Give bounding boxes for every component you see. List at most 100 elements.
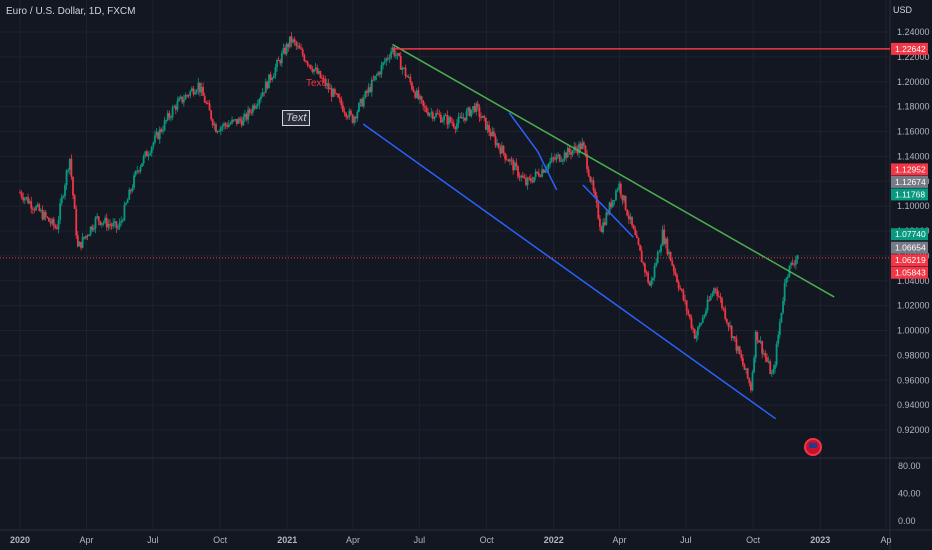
candle-body (574, 146, 577, 149)
candle-body (733, 336, 736, 339)
candle-body (287, 43, 290, 48)
candle-body (541, 169, 543, 177)
candle-body (505, 159, 508, 161)
y-tick-label: 1.02000 (897, 301, 930, 311)
candle-body (648, 282, 651, 286)
candle-body (293, 39, 296, 43)
candle-body (211, 119, 214, 126)
candle-body (337, 93, 339, 98)
candle-body (517, 166, 519, 177)
candle-body (25, 197, 28, 199)
candle-body (155, 132, 158, 136)
price-label-text: 1.11768 (895, 189, 925, 199)
candle-body (266, 81, 269, 89)
candle-body (748, 378, 751, 384)
candle-body (215, 124, 217, 133)
trendline-support (362, 123, 777, 420)
trendline-leg-2 (537, 151, 558, 191)
candle-body (78, 241, 81, 247)
candle-body (629, 216, 632, 220)
candle-body (390, 51, 392, 58)
candle-body (210, 110, 213, 120)
candle-body (652, 277, 654, 281)
x-tick-label: Apr (612, 535, 626, 545)
candle-body (476, 103, 479, 108)
x-tick-label: 2023 (810, 535, 830, 545)
candle-body (113, 221, 116, 223)
candle-body (411, 82, 413, 90)
candle-body (666, 238, 669, 255)
candle-body (54, 225, 57, 228)
us-flag-event-icon[interactable] (804, 438, 822, 456)
candle-body (610, 202, 613, 208)
candle-body (301, 49, 304, 56)
candle-body (738, 346, 741, 355)
candle-body (121, 220, 124, 222)
candle-body (118, 222, 121, 228)
candle-body (753, 358, 756, 373)
candle-body (492, 131, 495, 137)
candle-body (28, 201, 31, 204)
candle-body (92, 228, 95, 230)
candle-body (422, 100, 425, 107)
candle-body (276, 60, 278, 68)
candle-body (314, 67, 317, 70)
candle-body (154, 135, 156, 143)
candle-body (756, 331, 759, 341)
candle-body (790, 262, 792, 266)
candle-body (239, 118, 241, 121)
candle-body (507, 159, 510, 162)
candle-body (109, 223, 111, 226)
candle-body (582, 142, 585, 146)
candle-body (509, 159, 511, 162)
candle-body (632, 225, 635, 230)
candle-body (385, 58, 388, 62)
candle-body (436, 113, 439, 115)
candle-body (176, 101, 179, 110)
candle-body (746, 368, 749, 379)
candle-body (48, 217, 50, 222)
candle-body (762, 353, 765, 355)
candle-body (199, 82, 201, 93)
candle-body (529, 177, 532, 182)
candle-body (123, 204, 126, 221)
candle-body (213, 124, 216, 126)
candle-body (33, 209, 36, 211)
y-tick-label: 0.98000 (897, 350, 930, 360)
y-tick-label: 1.20000 (897, 77, 930, 87)
candle-body (216, 131, 219, 133)
candle-body (554, 158, 556, 160)
candle-body (782, 301, 784, 313)
candle-body (571, 150, 574, 155)
candle-body (354, 116, 357, 119)
candle-body (319, 71, 322, 78)
candle-body (480, 117, 482, 119)
y-tick-label: 1.00000 (897, 326, 930, 336)
candle-body (375, 75, 378, 77)
candle-body (631, 216, 633, 226)
candle-body (743, 364, 746, 370)
candle-body (195, 90, 198, 93)
candle-body (137, 170, 140, 172)
candle-body (22, 196, 25, 201)
text-annotation-box[interactable]: Text (282, 110, 311, 126)
candle-body (531, 181, 534, 183)
chart-title: Euro / U.S. Dollar, 1D, FXCM (6, 6, 136, 17)
candle-body (359, 99, 362, 104)
candle-body (298, 45, 301, 49)
candle-body (692, 328, 694, 330)
candle-body (475, 103, 478, 112)
candle-body (576, 148, 579, 154)
candle-body (341, 105, 344, 112)
candle-body (464, 117, 466, 121)
candle-body (758, 340, 760, 343)
candle-body (777, 334, 780, 344)
candle-body (208, 103, 211, 111)
candle-body (403, 67, 405, 69)
candle-body (59, 203, 62, 220)
candle-body (88, 234, 90, 237)
candle-body (235, 119, 238, 124)
candle-body (737, 346, 739, 351)
